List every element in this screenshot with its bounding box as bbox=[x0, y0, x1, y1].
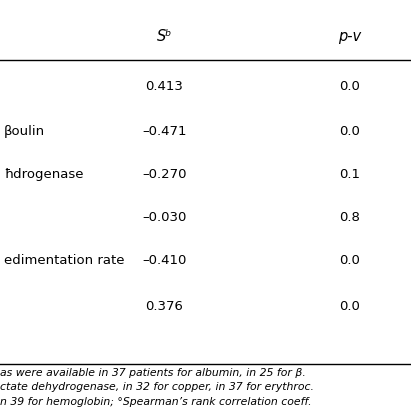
Text: βoulin: βoulin bbox=[4, 125, 45, 138]
Text: –0.410: –0.410 bbox=[142, 254, 187, 268]
Text: 0.0: 0.0 bbox=[339, 80, 360, 93]
Text: –0.471: –0.471 bbox=[142, 125, 187, 138]
Text: Sᵇ: Sᵇ bbox=[157, 30, 172, 44]
Text: 0.413: 0.413 bbox=[145, 80, 183, 93]
Text: –0.030: –0.030 bbox=[142, 211, 187, 224]
Text: 0.0: 0.0 bbox=[339, 254, 360, 268]
Text: 0.0: 0.0 bbox=[339, 125, 360, 138]
Text: as were available in 37 patients for albumin, in 25 for β.: as were available in 37 patients for alb… bbox=[0, 368, 306, 378]
Text: n 39 for hemoglobin; °Spearman’s rank correlation coeff.: n 39 for hemoglobin; °Spearman’s rank co… bbox=[0, 397, 312, 406]
Text: p-v: p-v bbox=[338, 30, 361, 44]
Text: –0.270: –0.270 bbox=[142, 168, 187, 181]
Text: 0.0: 0.0 bbox=[339, 300, 360, 313]
Text: 0.376: 0.376 bbox=[145, 300, 183, 313]
Text: 0.8: 0.8 bbox=[339, 211, 360, 224]
Text: 0.1: 0.1 bbox=[339, 168, 360, 181]
Text: ħdrogenase: ħdrogenase bbox=[4, 168, 83, 181]
Text: еdimentation rate: еdimentation rate bbox=[4, 254, 125, 268]
Text: ctate dehydrogenase, in 32 for copper, in 37 for erythroc.: ctate dehydrogenase, in 32 for copper, i… bbox=[0, 382, 314, 392]
